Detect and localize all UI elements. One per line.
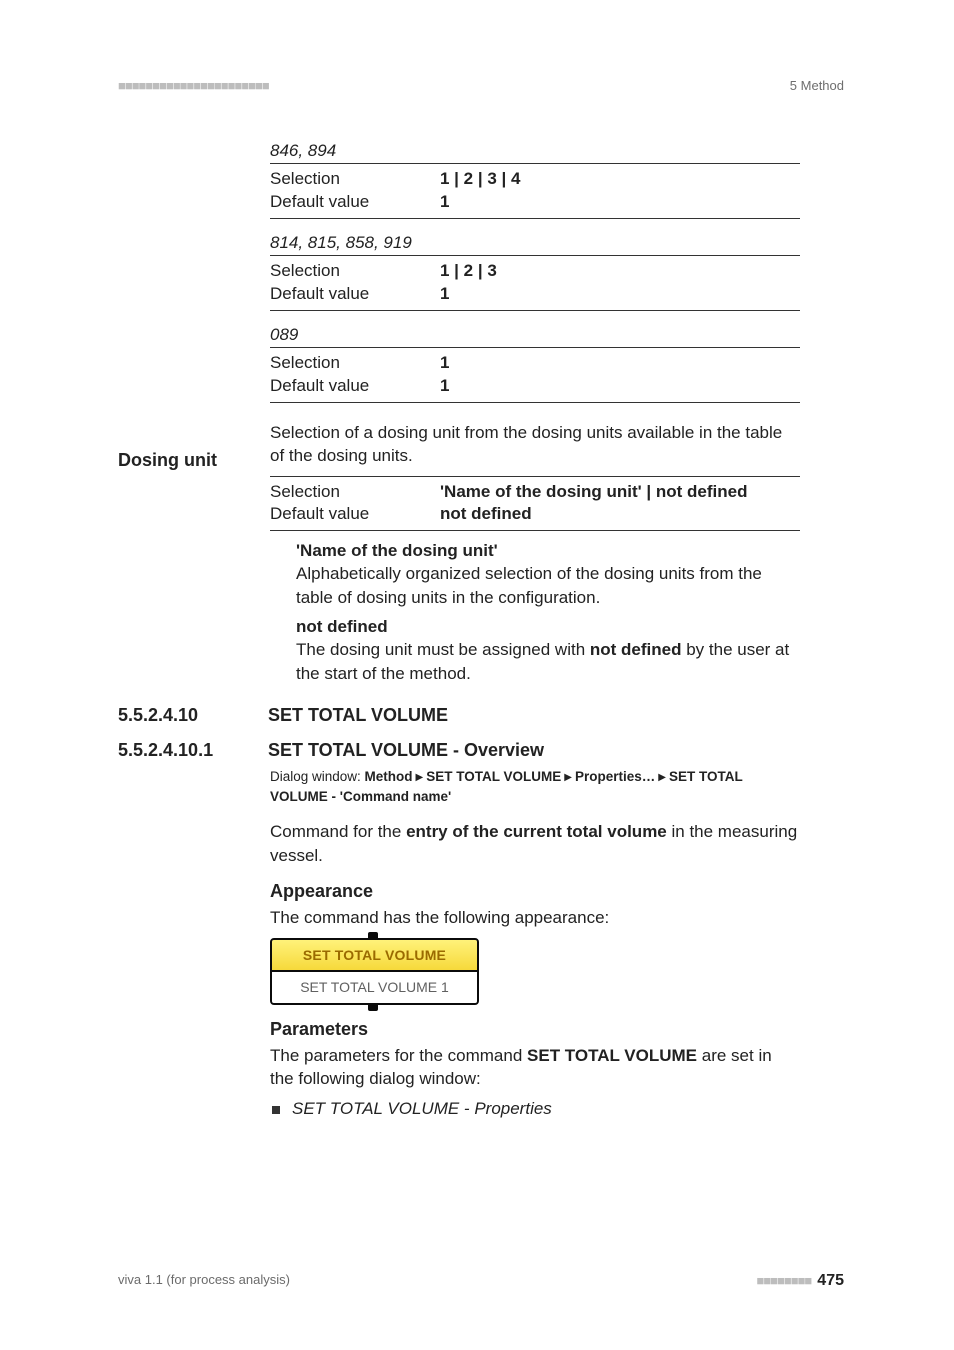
kv-val: 1 (440, 375, 800, 398)
runhead-right: 5 Method (790, 78, 844, 93)
widget-head: SET TOTAL VOLUME (272, 940, 477, 972)
kv-row: Default value 1 (270, 283, 800, 306)
text: The dosing unit must be assigned with (296, 640, 590, 659)
kv-key: Selection (270, 352, 440, 375)
bullet-item: SET TOTAL VOLUME - Properties (270, 1099, 800, 1119)
page-number: 475 (817, 1272, 844, 1289)
footer-right: ■■■■■■■■ 475 (756, 1272, 844, 1290)
bullet-square-icon (272, 1106, 280, 1114)
text-bold: entry of the current total volume (406, 822, 667, 841)
runhead-left: ■■■■■■■■■■■■■■■■■■■■■■ (118, 78, 269, 93)
kv-block: Selection 1 Default value 1 (270, 347, 800, 403)
kv-block: Selection 'Name of the dosing unit' | no… (270, 476, 800, 532)
kv-row: Selection 1 (270, 352, 800, 375)
section-title: SET TOTAL VOLUME - Overview (268, 740, 544, 761)
path-seg: Properties… (575, 769, 655, 784)
text: Command for the (270, 822, 406, 841)
def-body: The dosing unit must be assigned with no… (296, 638, 800, 685)
running-head: ■■■■■■■■■■■■■■■■■■■■■■ 5 Method (118, 78, 844, 93)
group-label: 089 (270, 325, 800, 345)
widget-connector-icon (368, 932, 378, 938)
appearance-paragraph: The command has the following appearance… (270, 906, 800, 929)
section-number: 5.5.2.4.10.1 (118, 740, 268, 761)
section-heading: 5.5.2.4.10.1 SET TOTAL VOLUME - Overview (118, 740, 844, 761)
kv-val: 1 | 2 | 3 | 4 (440, 168, 800, 191)
kv-key: Selection (270, 481, 440, 504)
section-body: Dialog window: Method▶SET TOTAL VOLUME▶P… (270, 767, 800, 1118)
def-term: not defined (296, 617, 800, 637)
kv-val: 1 | 2 | 3 (440, 260, 800, 283)
kv-key: Default value (270, 375, 440, 398)
kv-row: Selection 'Name of the dosing unit' | no… (270, 481, 800, 504)
kv-row: Selection 1 | 2 | 3 | 4 (270, 168, 800, 191)
kv-block: Selection 1 | 2 | 3 Default value 1 (270, 255, 800, 311)
path-seg: Method (365, 769, 413, 784)
kv-row: Default value not defined (270, 503, 800, 526)
widget-body: SET TOTAL VOLUME 1 (272, 972, 477, 1003)
dosing-intro: Selection of a dosing unit from the dosi… (270, 421, 800, 468)
parameters-paragraph: The parameters for the command SET TOTAL… (270, 1044, 800, 1091)
side-heading-dosing-unit: Dosing unit (118, 450, 217, 471)
bullet-text: SET TOTAL VOLUME - Properties (292, 1099, 552, 1119)
kv-val: 1 (440, 352, 800, 375)
subheading-parameters: Parameters (270, 1019, 800, 1040)
text: The parameters for the command (270, 1046, 527, 1065)
text-bold: SET TOTAL VOLUME (527, 1046, 697, 1065)
kv-key: Default value (270, 191, 440, 214)
dialog-path: Dialog window: Method▶SET TOTAL VOLUME▶P… (270, 767, 800, 806)
definition: 'Name of the dosing unit' Alphabetically… (296, 541, 800, 685)
chevron-right-icon: ▶ (655, 772, 669, 783)
kv-key: Default value (270, 503, 440, 526)
section-title: SET TOTAL VOLUME (268, 705, 448, 726)
command-paragraph: Command for the entry of the current tot… (270, 820, 800, 867)
set-total-volume-widget: SET TOTAL VOLUME SET TOTAL VOLUME 1 (270, 938, 479, 1005)
footer-dots-icon: ■■■■■■■■ (756, 1273, 811, 1288)
widget-connector-icon (368, 1005, 378, 1011)
def-body: Alphabetically organized selection of th… (296, 562, 800, 609)
kv-block: Selection 1 | 2 | 3 | 4 Default value 1 (270, 163, 800, 219)
subheading-appearance: Appearance (270, 881, 800, 902)
kv-key: Selection (270, 260, 440, 283)
kv-val: 'Name of the dosing unit' | not defined (440, 481, 800, 504)
footer-left: viva 1.1 (for process analysis) (118, 1272, 290, 1290)
path-seg: SET TOTAL VOLUME (426, 769, 561, 784)
section-number: 5.5.2.4.10 (118, 705, 268, 726)
chevron-right-icon: ▶ (413, 772, 427, 783)
group-label: 814, 815, 858, 919 (270, 233, 800, 253)
kv-row: Selection 1 | 2 | 3 (270, 260, 800, 283)
kv-key: Selection (270, 168, 440, 191)
dosing-unit-block: Selection of a dosing unit from the dosi… (270, 421, 800, 686)
kv-val: not defined (440, 503, 800, 526)
text-bold: not defined (590, 640, 682, 659)
selection-groups: 846, 894 Selection 1 | 2 | 3 | 4 Default… (270, 141, 800, 403)
kv-key: Default value (270, 283, 440, 306)
kv-val: 1 (440, 191, 800, 214)
page-footer: viva 1.1 (for process analysis) ■■■■■■■■… (118, 1272, 844, 1290)
kv-val: 1 (440, 283, 800, 306)
group-label: 846, 894 (270, 141, 800, 161)
section-heading: 5.5.2.4.10 SET TOTAL VOLUME (118, 705, 844, 726)
kv-row: Default value 1 (270, 375, 800, 398)
def-term: 'Name of the dosing unit' (296, 541, 800, 561)
chevron-right-icon: ▶ (561, 772, 575, 783)
text: Dialog window: (270, 769, 365, 784)
kv-row: Default value 1 (270, 191, 800, 214)
